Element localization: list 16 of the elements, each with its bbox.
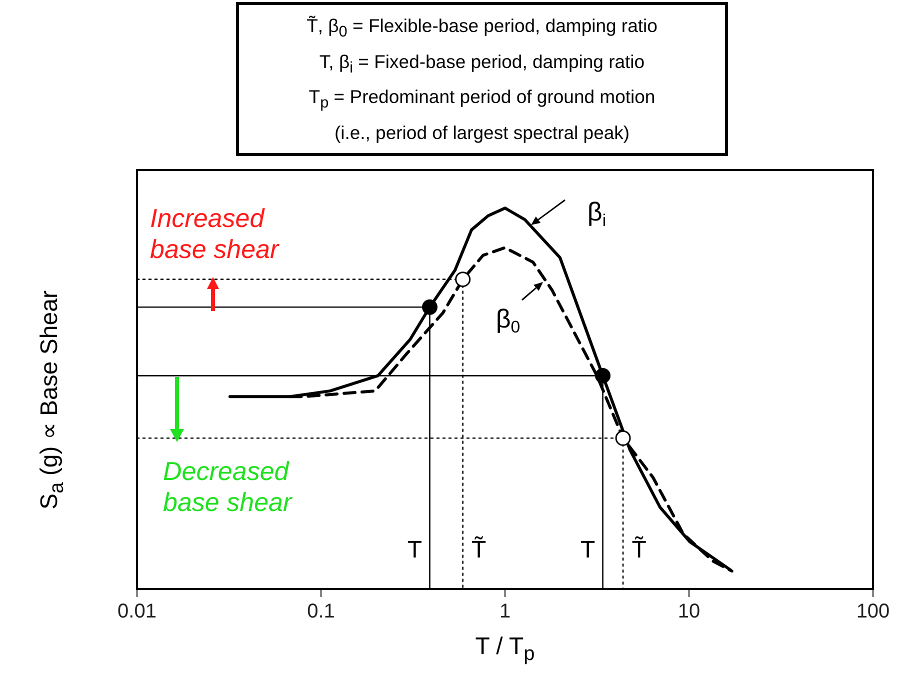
text: T$_{p}$ = Predominant period of ground motion xyxy=(308,85,656,114)
x-tick-label: 1 xyxy=(499,600,511,623)
x-tick-label: 0.1 xyxy=(307,600,335,623)
x-tick-label: 100 xyxy=(856,600,890,623)
annotation: T xyxy=(407,536,422,564)
annotation: Increased base shear xyxy=(150,203,280,265)
text: (i.e., period of largest spectral peak) xyxy=(333,121,631,146)
x-tick-label: 10 xyxy=(678,600,700,623)
annotation: Decreased base shear xyxy=(163,456,294,518)
annotation: T xyxy=(580,536,596,564)
text: T, β$_{i}$ = Fixed-base period, damping ratio xyxy=(318,50,646,78)
annotation: T̃ xyxy=(472,536,487,564)
x-tick-label: 0.01 xyxy=(118,600,156,623)
x-axis-title: T / T$_{p}$ xyxy=(475,633,535,666)
annotation: T̃ xyxy=(632,536,647,564)
text: T̃, β$_{0}$ = Flexible-base period, damping ratio xyxy=(306,14,658,43)
